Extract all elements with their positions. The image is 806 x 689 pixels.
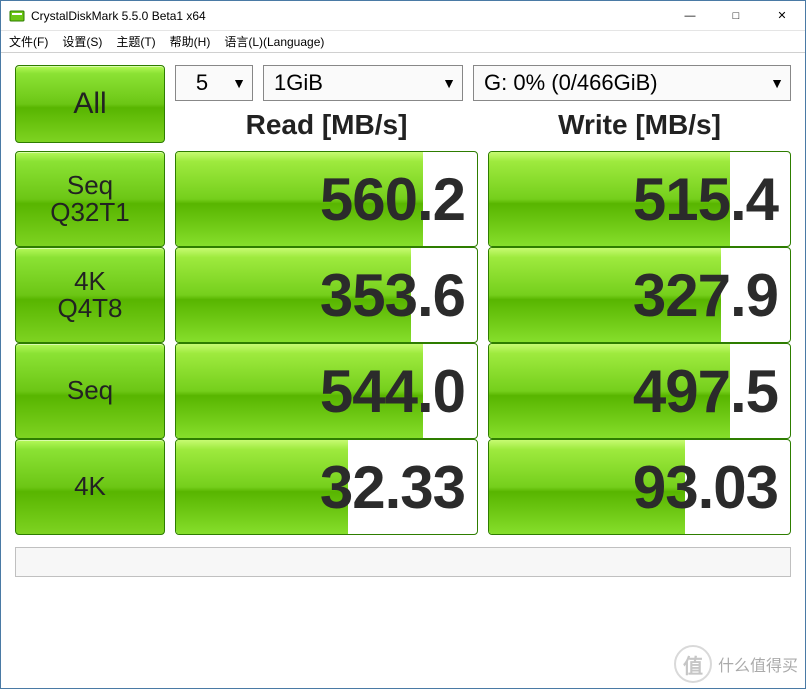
maximize-button[interactable]: □: [713, 1, 759, 30]
size-value: 1GiB: [274, 70, 323, 96]
all-button-label: All: [73, 88, 106, 120]
window-title: CrystalDiskMark 5.5.0 Beta1 x64: [31, 9, 667, 23]
write-value: 327.9: [633, 261, 778, 330]
menu-settings[interactable]: 设置(S): [60, 33, 104, 50]
test-button-0[interactable]: SeqQ32T1: [15, 151, 165, 247]
read-result-cell: 353.6: [175, 247, 478, 343]
menu-file[interactable]: 文件(F): [7, 33, 50, 50]
test-button-line2: Q4T8: [57, 295, 122, 322]
drive-select[interactable]: G: 0% (0/466GiB) ▼: [473, 65, 791, 101]
app-window: CrystalDiskMark 5.5.0 Beta1 x64 — □ ✕ 文件…: [0, 0, 806, 689]
read-result-cell: 544.0: [175, 343, 478, 439]
write-value: 497.5: [633, 357, 778, 426]
test-button-line1: 4K: [74, 268, 106, 295]
results-pair: 353.6 327.9: [175, 247, 791, 343]
minimize-button[interactable]: —: [667, 1, 713, 30]
read-result-cell: 32.33: [175, 439, 478, 535]
top-controls: 5 ▼ 1GiB ▼ G: 0% (0/466GiB) ▼ Read [MB/s…: [175, 65, 791, 143]
write-result-cell: 93.03: [488, 439, 791, 535]
test-row: SeqQ32T1 560.2 515.4: [15, 151, 791, 247]
test-button-2[interactable]: Seq: [15, 343, 165, 439]
titlebar: CrystalDiskMark 5.5.0 Beta1 x64 — □ ✕: [1, 1, 805, 31]
read-header: Read [MB/s]: [175, 109, 478, 141]
test-button-1[interactable]: 4KQ4T8: [15, 247, 165, 343]
count-value: 5: [196, 70, 208, 96]
write-result-cell: 515.4: [488, 151, 791, 247]
menu-help[interactable]: 帮助(H): [168, 33, 213, 50]
write-value: 515.4: [633, 165, 778, 234]
test-row: 4K 32.33 93.03: [15, 439, 791, 535]
test-button-line1: 4K: [74, 473, 106, 500]
column-headers: Read [MB/s] Write [MB/s]: [175, 107, 791, 143]
test-row: 4KQ4T8 353.6 327.9: [15, 247, 791, 343]
test-button-3[interactable]: 4K: [15, 439, 165, 535]
read-value: 560.2: [320, 165, 465, 234]
drive-value: G: 0% (0/466GiB): [484, 70, 658, 96]
read-value: 32.33: [320, 453, 465, 522]
size-select[interactable]: 1GiB ▼: [263, 65, 463, 101]
close-button[interactable]: ✕: [759, 1, 805, 30]
read-value: 353.6: [320, 261, 465, 330]
statusbar: [15, 547, 791, 577]
read-value: 544.0: [320, 357, 465, 426]
write-result-cell: 327.9: [488, 247, 791, 343]
menubar: 文件(F) 设置(S) 主题(T) 帮助(H) 语言(L)(Language): [1, 31, 805, 53]
menu-theme[interactable]: 主题(T): [114, 33, 157, 50]
results-pair: 544.0 497.5: [175, 343, 791, 439]
window-controls: — □ ✕: [667, 1, 805, 30]
top-row: All 5 ▼ 1GiB ▼ G: 0% (0/466GiB) ▼: [15, 65, 791, 143]
read-result-cell: 560.2: [175, 151, 478, 247]
chevron-down-icon: ▼: [770, 75, 784, 91]
test-row: Seq 544.0 497.5: [15, 343, 791, 439]
write-result-cell: 497.5: [488, 343, 791, 439]
all-button[interactable]: All: [15, 65, 165, 143]
app-icon: [9, 8, 25, 24]
write-header: Write [MB/s]: [488, 109, 791, 141]
chevron-down-icon: ▼: [232, 75, 246, 91]
test-button-line1: Seq: [67, 172, 113, 199]
write-value: 93.03: [633, 453, 778, 522]
count-select[interactable]: 5 ▼: [175, 65, 253, 101]
menu-language[interactable]: 语言(L)(Language): [222, 33, 326, 50]
content-area: All 5 ▼ 1GiB ▼ G: 0% (0/466GiB) ▼: [1, 53, 805, 688]
test-button-line1: Seq: [67, 377, 113, 404]
chevron-down-icon: ▼: [442, 75, 456, 91]
results-pair: 560.2 515.4: [175, 151, 791, 247]
test-button-line2: Q32T1: [50, 199, 130, 226]
results-pair: 32.33 93.03: [175, 439, 791, 535]
selectors-row: 5 ▼ 1GiB ▼ G: 0% (0/466GiB) ▼: [175, 65, 791, 101]
